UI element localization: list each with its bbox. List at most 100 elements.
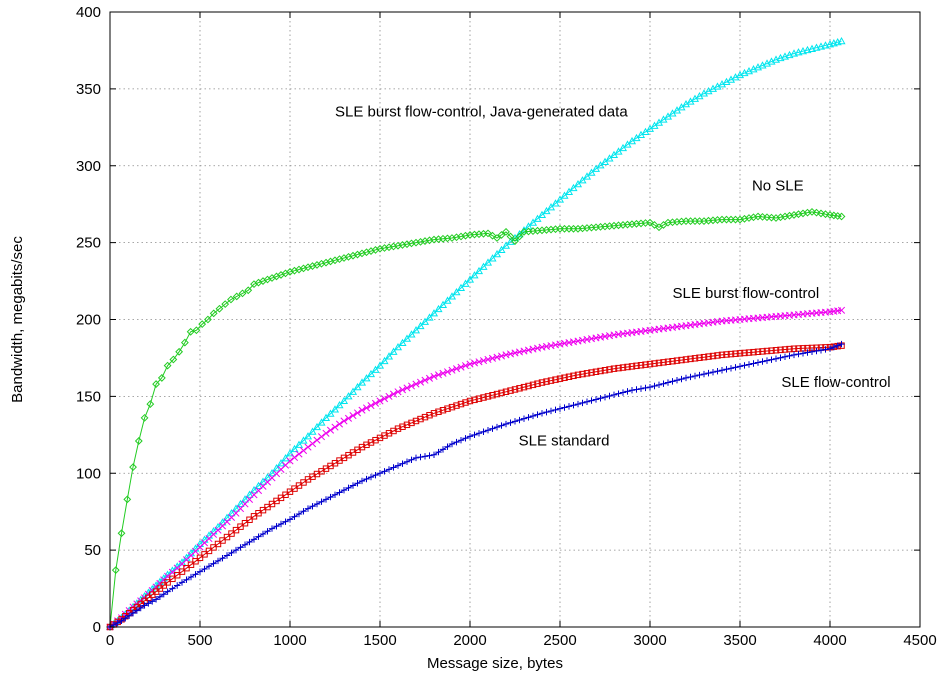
- data-point: [750, 348, 757, 356]
- y-tick-label: 300: [76, 158, 101, 175]
- data-point: [196, 554, 204, 562]
- data-point: [516, 416, 523, 424]
- data-point: [425, 374, 434, 382]
- data-point: [484, 427, 492, 434]
- data-point: [502, 420, 510, 428]
- data-point: [237, 544, 244, 551]
- x-tick-label: 2500: [543, 632, 576, 649]
- data-point: [210, 544, 217, 551]
- data-point: [669, 378, 676, 385]
- data-point: [249, 485, 259, 494]
- y-tick-label: 250: [76, 235, 101, 252]
- data-point: [696, 354, 703, 361]
- data-point: [282, 518, 289, 525]
- x-axis-ticks: 0 500 1000 1500 2000 2500 3000 3500 4000 4500: [106, 12, 937, 649]
- data-point: [651, 382, 658, 390]
- data-point: [528, 218, 538, 226]
- data-point: [498, 389, 505, 397]
- data-point: [682, 374, 690, 382]
- data-point: [687, 373, 694, 381]
- data-point: [448, 403, 456, 411]
- x-tick-label: 1500: [363, 632, 396, 649]
- data-point: [741, 349, 748, 357]
- data-point: [309, 503, 316, 510]
- data-point: [444, 405, 451, 412]
- data-point: [736, 363, 744, 370]
- data-point: [502, 227, 510, 236]
- data-point: [732, 350, 739, 357]
- data-point: [300, 508, 307, 515]
- data-point: [408, 456, 415, 463]
- data-point: [502, 351, 510, 359]
- data-point: [803, 45, 812, 54]
- data-point: [322, 429, 330, 437]
- data-point: [290, 453, 299, 462]
- data-point: [129, 463, 137, 472]
- data-point: [475, 358, 483, 366]
- data-point: [362, 374, 371, 382]
- data-point: [624, 388, 631, 395]
- data-point: [219, 554, 226, 562]
- data-point: [798, 46, 808, 55]
- data-point: [362, 248, 371, 257]
- data-point: [551, 199, 560, 207]
- data-point: [750, 360, 757, 367]
- data-point: [326, 409, 335, 417]
- data-point: [794, 48, 803, 56]
- data-point: [241, 519, 249, 527]
- data-point: [244, 286, 253, 295]
- data-point: [507, 419, 514, 426]
- data-point: [790, 351, 798, 359]
- data-point: [470, 271, 479, 279]
- data-point: [605, 154, 614, 162]
- data-point: [723, 366, 730, 373]
- data-point: [479, 357, 488, 365]
- data-point: [546, 203, 556, 211]
- data-point: [759, 348, 766, 355]
- data-point: [394, 462, 402, 469]
- data-point: [552, 406, 559, 414]
- data-point: [453, 402, 460, 409]
- data-point: [714, 352, 721, 359]
- data-point: [816, 42, 826, 50]
- data-point: [186, 327, 195, 336]
- data-point: [507, 387, 514, 394]
- data-point: [175, 347, 184, 356]
- data-point: [267, 469, 277, 477]
- data-point: [439, 406, 447, 414]
- data-point: [556, 375, 564, 382]
- data-point: [398, 386, 407, 394]
- data-point: [821, 41, 830, 49]
- data-point: [488, 231, 497, 240]
- data-point: [313, 436, 321, 444]
- data-point: [754, 348, 762, 356]
- data-point: [529, 412, 537, 420]
- data-point: [439, 369, 447, 377]
- data-point: [416, 378, 425, 386]
- data-point: [655, 359, 663, 367]
- data-point: [126, 612, 133, 619]
- data-point: [407, 382, 416, 390]
- data-point: [520, 347, 528, 355]
- data-point: [529, 381, 537, 389]
- x-tick-label: 3000: [633, 632, 666, 649]
- data-point: [304, 443, 312, 451]
- data-point: [511, 418, 519, 425]
- data-point: [498, 422, 505, 429]
- data-point: [821, 210, 830, 219]
- data-point: [570, 402, 577, 409]
- data-point: [813, 347, 820, 355]
- data-point: [198, 320, 207, 329]
- data-point: [777, 346, 784, 354]
- data-point: [385, 466, 393, 473]
- series-line: [109, 309, 842, 628]
- data-point: [335, 400, 344, 409]
- data-point: [439, 446, 447, 453]
- data-point: [294, 440, 304, 448]
- data-point: [331, 491, 339, 498]
- data-point: [246, 538, 253, 546]
- data-point: [295, 510, 303, 518]
- y-tick-label: 100: [76, 465, 101, 482]
- data-point: [259, 530, 267, 538]
- data-point: [340, 417, 348, 425]
